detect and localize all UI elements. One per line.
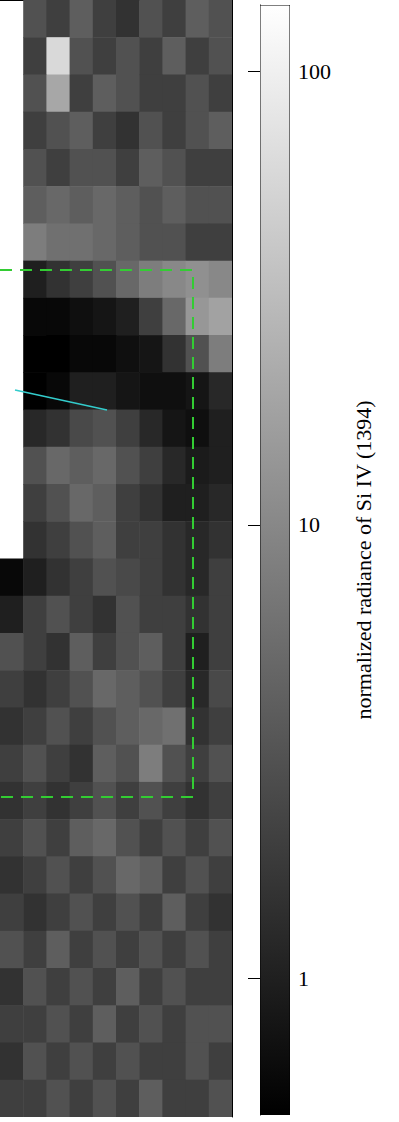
- svg-text:1: 1: [298, 966, 309, 991]
- svg-text:100: 100: [298, 59, 331, 84]
- svg-text:10: 10: [298, 512, 320, 537]
- svg-text:normalized radiance of Si IV (: normalized radiance of Si IV (1394): [351, 400, 376, 719]
